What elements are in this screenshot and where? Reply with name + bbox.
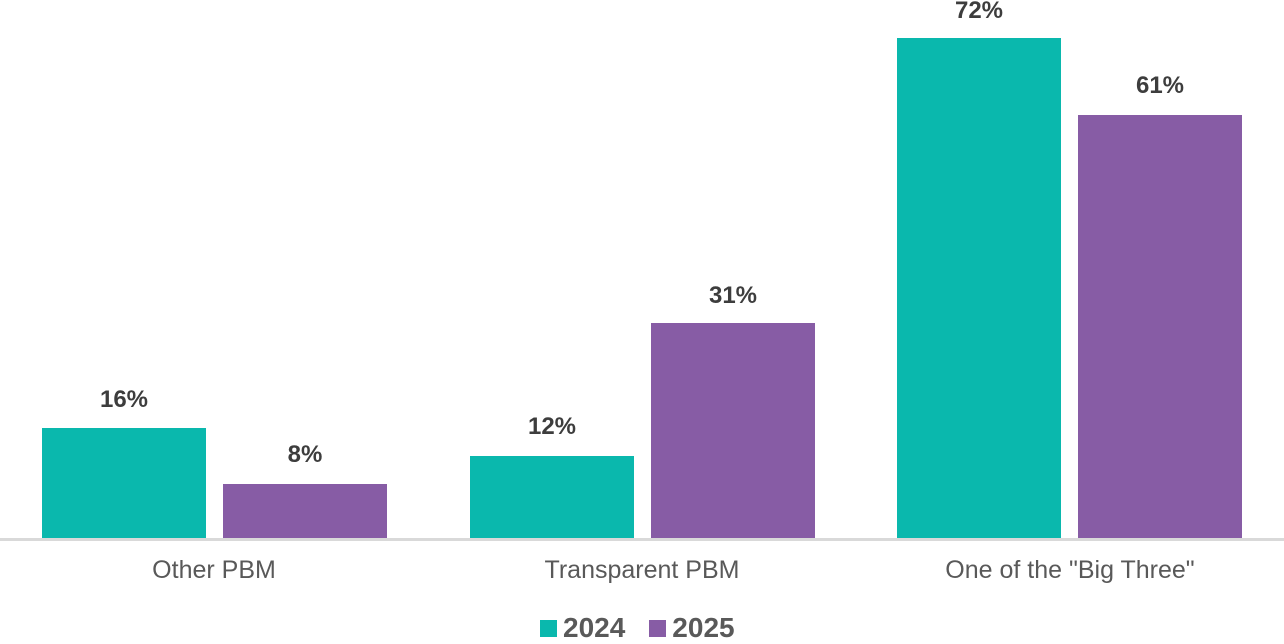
legend-swatch-icon xyxy=(540,619,557,637)
bar-other-pbm-2025 xyxy=(223,484,387,538)
value-label: 8% xyxy=(287,441,323,468)
value-label: 31% xyxy=(708,282,758,309)
legend-item-2024: 2024 xyxy=(540,612,625,644)
value-label: 12% xyxy=(527,413,577,440)
category-label: Other PBM xyxy=(152,556,276,584)
bar-big-three-2025 xyxy=(1078,115,1242,538)
value-label: 16% xyxy=(99,386,149,413)
legend: 2024 2025 xyxy=(540,612,759,644)
legend-swatch-icon xyxy=(649,619,667,637)
legend-label: 2025 xyxy=(672,612,735,643)
value-label: 61% xyxy=(1135,72,1185,99)
bar-transparent-pbm-2024 xyxy=(470,456,634,538)
x-axis-line xyxy=(0,538,1284,541)
category-label: Transparent PBM xyxy=(544,556,740,584)
category-label: One of the "Big Three" xyxy=(945,556,1195,584)
bar-other-pbm-2024 xyxy=(42,428,206,538)
legend-item-2025: 2025 xyxy=(649,612,735,644)
bar-big-three-2024 xyxy=(897,38,1061,538)
legend-label: 2024 xyxy=(563,612,626,643)
value-label: 72% xyxy=(954,0,1004,24)
bar-transparent-pbm-2025 xyxy=(651,323,815,538)
